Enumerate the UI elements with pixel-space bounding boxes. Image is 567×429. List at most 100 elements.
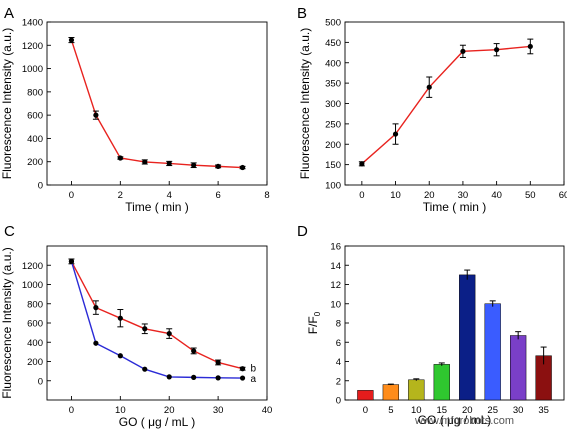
panel-d: D 0 2 4 6 8 10 12 14 16 0 5 10 15 20 25 30 35 GO ( μg / mL… bbox=[297, 223, 565, 427]
x-tick-label: 20 bbox=[462, 405, 473, 416]
x-tick-label: 8 bbox=[264, 190, 269, 201]
data-point bbox=[215, 359, 221, 366]
y-tick-label: 450 bbox=[325, 38, 341, 49]
data-point bbox=[93, 305, 99, 311]
x-tick-label: 30 bbox=[513, 405, 524, 416]
y-tick-label: 500 bbox=[325, 18, 341, 29]
x-tick-label: 15 bbox=[436, 405, 447, 416]
x-tick-label: 40 bbox=[491, 190, 502, 201]
bar-5 bbox=[382, 384, 399, 401]
y-tick-label: 0 bbox=[336, 396, 341, 407]
y-tick-label: 0 bbox=[38, 376, 43, 387]
watermark: www.mfgrobots.com bbox=[414, 415, 514, 427]
panel-c: C 0 200 400 600 800 1000 1200 0 10 20 30 40 GO ( μg /… bbox=[0, 223, 272, 429]
data-point bbox=[392, 131, 399, 137]
y-tick-label: 1400 bbox=[22, 18, 43, 29]
data-point bbox=[166, 330, 172, 337]
y-tick-label: 1200 bbox=[22, 261, 43, 272]
x-tick-label: 30 bbox=[213, 405, 224, 416]
data-point bbox=[191, 348, 197, 354]
x-axis-label: Time ( min ) bbox=[423, 200, 487, 214]
x-tick-label: 10 bbox=[390, 190, 401, 201]
series-line-0 bbox=[70, 39, 243, 169]
data-point bbox=[239, 366, 246, 372]
y-tick-label: 2 bbox=[336, 376, 341, 387]
y-tick-label: 200 bbox=[325, 140, 341, 151]
series-line-a bbox=[70, 261, 243, 379]
y-axis-label: Fluorescence Intensity (a.u.) bbox=[298, 28, 312, 179]
y-tick-label: 400 bbox=[27, 338, 43, 349]
y-axis-label: F/F0 bbox=[306, 311, 322, 334]
x-tick-label: 60 bbox=[559, 190, 567, 201]
data-point bbox=[191, 374, 197, 380]
plot-frame bbox=[344, 245, 565, 401]
y-tick-label: 10 bbox=[330, 299, 341, 310]
y-axis-label-subscript: 0 bbox=[313, 311, 322, 316]
x-tick-label: 10 bbox=[115, 405, 126, 416]
x-tick-label: 10 bbox=[411, 405, 422, 416]
x-tick-label: 6 bbox=[215, 190, 220, 201]
bar-10 bbox=[408, 379, 425, 401]
data-point bbox=[93, 340, 99, 346]
x-tick-label: 4 bbox=[167, 190, 172, 201]
y-axis-label: Fluorescence Intensity (a.u.) bbox=[0, 247, 14, 398]
x-axis-label: GO ( μg / mL) bbox=[418, 413, 492, 427]
x-tick-label: 20 bbox=[424, 190, 435, 201]
series-line-b bbox=[70, 261, 243, 370]
data-point bbox=[191, 162, 197, 168]
y-tick-label: 200 bbox=[27, 157, 43, 168]
data-point bbox=[93, 112, 99, 118]
x-axis-label: GO ( μg / mL ) bbox=[119, 415, 195, 429]
y-tick-label: 250 bbox=[325, 119, 341, 130]
data-point bbox=[239, 164, 246, 171]
bar-0 bbox=[357, 390, 374, 401]
series-line-0 bbox=[361, 45, 531, 165]
y-tick-label: 100 bbox=[325, 181, 341, 192]
plot-frame bbox=[46, 245, 268, 401]
x-tick-label: 0 bbox=[69, 190, 74, 201]
y-tick-label: 600 bbox=[27, 111, 43, 122]
y-tick-label: 400 bbox=[27, 134, 43, 145]
data-point bbox=[426, 84, 432, 90]
panel-letter-a: A bbox=[4, 5, 14, 22]
bar-30 bbox=[510, 335, 527, 401]
y-tick-label: 14 bbox=[330, 261, 341, 272]
y-tick-label: 6 bbox=[336, 338, 341, 349]
x-tick-label: 25 bbox=[487, 405, 498, 416]
x-tick-label: 0 bbox=[69, 405, 74, 416]
y-tick-label: 1000 bbox=[22, 64, 43, 75]
data-point bbox=[117, 315, 123, 321]
data-point bbox=[142, 326, 148, 332]
y-tick-label: 150 bbox=[325, 160, 341, 171]
data-point bbox=[239, 375, 246, 381]
data-point bbox=[166, 374, 172, 380]
x-tick-label: 2 bbox=[118, 190, 123, 201]
data-point bbox=[460, 48, 466, 54]
y-tick-label: 800 bbox=[27, 87, 43, 98]
x-axis-label: Time ( min ) bbox=[125, 200, 189, 214]
data-point bbox=[527, 43, 533, 50]
y-axis-label: Fluorescence Intensity (a.u.) bbox=[0, 28, 14, 179]
x-tick-label: 20 bbox=[164, 405, 175, 416]
data-point bbox=[117, 155, 123, 161]
plot-frame bbox=[46, 21, 268, 186]
y-tick-label: 4 bbox=[336, 357, 341, 368]
data-point bbox=[166, 160, 172, 167]
y-tick-label: 1200 bbox=[22, 41, 43, 52]
x-tick-label: 30 bbox=[458, 190, 469, 201]
data-point bbox=[494, 47, 500, 53]
y-tick-label: 300 bbox=[325, 99, 341, 110]
bar-15 bbox=[433, 364, 450, 401]
y-tick-label: 200 bbox=[27, 357, 43, 368]
data-point bbox=[142, 366, 148, 372]
data-point bbox=[117, 353, 123, 359]
panel-letter-d: D bbox=[297, 223, 308, 240]
data-point bbox=[359, 161, 365, 167]
y-tick-label: 400 bbox=[325, 58, 341, 69]
x-tick-label: 50 bbox=[525, 190, 536, 201]
data-point bbox=[215, 375, 221, 381]
y-tick-label: 800 bbox=[27, 299, 43, 310]
data-point bbox=[68, 37, 75, 43]
x-tick-label: 5 bbox=[388, 405, 393, 416]
